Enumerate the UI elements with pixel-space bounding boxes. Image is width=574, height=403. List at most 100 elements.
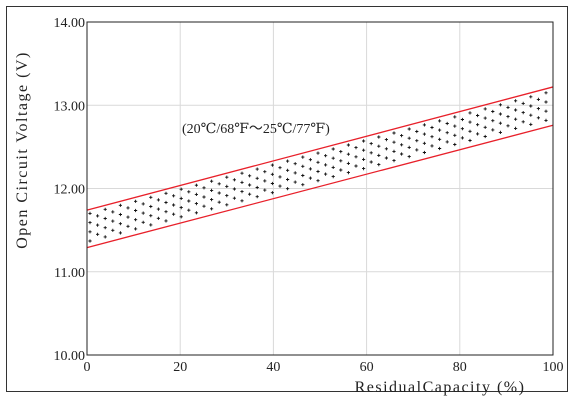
- band-marker: [483, 125, 487, 129]
- band-marker: [445, 131, 449, 135]
- band-marker: [521, 111, 525, 115]
- band-marker: [491, 109, 495, 114]
- band-marker: [316, 151, 320, 155]
- band-marker: [521, 101, 525, 105]
- band-marker: [422, 132, 426, 136]
- band-marker: [103, 216, 107, 221]
- band-marker: [498, 121, 502, 125]
- band-marker: [506, 124, 510, 128]
- band-marker: [506, 115, 510, 119]
- band-marker: [422, 123, 426, 127]
- band-marker: [377, 135, 381, 139]
- band-marker: [438, 146, 442, 151]
- band-marker: [445, 140, 449, 144]
- band-marker: [422, 150, 426, 155]
- band-marker: [400, 152, 404, 156]
- band-marker: [210, 207, 214, 211]
- band-marker: [88, 230, 92, 234]
- band-marker: [156, 207, 160, 211]
- band-marker: [514, 108, 518, 112]
- band-marker: [430, 125, 434, 130]
- band-marker: [202, 186, 206, 190]
- band-marker: [514, 99, 518, 103]
- band-marker: [529, 104, 533, 108]
- band-marker: [521, 120, 525, 124]
- band-marker: [438, 119, 442, 123]
- band-marker: [126, 224, 130, 228]
- band-marker: [111, 210, 115, 214]
- band-marker: [331, 147, 335, 151]
- band-marker: [141, 211, 145, 215]
- band-marker: [293, 162, 297, 166]
- band-marker: [225, 203, 229, 207]
- temperature-annotation: (20℃/68℉～25℃/77℉): [182, 122, 330, 137]
- band-marker: [362, 157, 366, 161]
- band-marker: [346, 161, 350, 165]
- band-marker: [210, 198, 214, 202]
- band-marker: [286, 187, 290, 191]
- band-marker: [156, 198, 160, 202]
- band-marker: [460, 127, 464, 131]
- band-marker: [240, 180, 244, 184]
- band-marker: [118, 231, 122, 235]
- band-marker: [407, 155, 411, 159]
- band-marker: [407, 145, 411, 149]
- band-marker: [316, 179, 320, 183]
- band-marker: [301, 183, 305, 187]
- band-marker: [316, 169, 320, 174]
- band-marker: [187, 190, 191, 194]
- band-marker: [164, 210, 168, 214]
- band-marker: [438, 137, 442, 141]
- band-marker: [483, 116, 487, 120]
- band-marker: [149, 214, 153, 218]
- y-axis-title: Open Circuit Voltage (V): [14, 51, 31, 249]
- band-marker: [202, 204, 206, 208]
- band-marker: [240, 171, 244, 175]
- band-marker: [149, 223, 153, 227]
- band-marker: [491, 128, 495, 132]
- band-marker: [430, 135, 434, 139]
- band-marker: [453, 142, 457, 147]
- band-marker: [407, 136, 411, 140]
- band-marker: [430, 144, 434, 148]
- band-marker: [88, 221, 92, 225]
- band-marker: [187, 199, 191, 203]
- band-marker: [164, 200, 168, 205]
- band-marker: [438, 128, 442, 132]
- band-marker: [354, 155, 358, 159]
- band-marker: [164, 191, 168, 195]
- upper-boundary-line: [86, 86, 554, 211]
- band-marker: [149, 195, 153, 199]
- band-marker: [248, 174, 252, 178]
- band-marker: [468, 111, 472, 115]
- band-marker: [194, 183, 198, 187]
- band-marker: [278, 184, 282, 188]
- plot-area-border: [86, 21, 554, 356]
- band-marker: [529, 122, 533, 126]
- band-marker: [240, 199, 244, 203]
- band-marker: [194, 192, 198, 196]
- band-marker: [126, 206, 130, 210]
- band-marker: [126, 215, 130, 219]
- band-marker: [536, 116, 540, 120]
- band-marker: [544, 118, 548, 122]
- band-marker: [172, 212, 176, 216]
- band-marker: [308, 176, 312, 180]
- band-marker: [134, 227, 138, 231]
- band-marker: [460, 117, 464, 122]
- band-marker: [324, 172, 328, 176]
- band-marker: [156, 216, 160, 220]
- band-marker: [301, 155, 305, 159]
- band-marker: [415, 129, 419, 134]
- voltage-band: [88, 91, 548, 243]
- band-marker: [88, 239, 92, 243]
- band-marker: [255, 167, 259, 171]
- band-marker: [301, 173, 305, 178]
- band-marker: [422, 141, 426, 145]
- y-tick-label: 12.00: [54, 183, 86, 198]
- band-marker: [217, 191, 221, 195]
- band-marker: [529, 95, 533, 99]
- band-marker: [225, 194, 229, 198]
- band-marker: [141, 202, 145, 206]
